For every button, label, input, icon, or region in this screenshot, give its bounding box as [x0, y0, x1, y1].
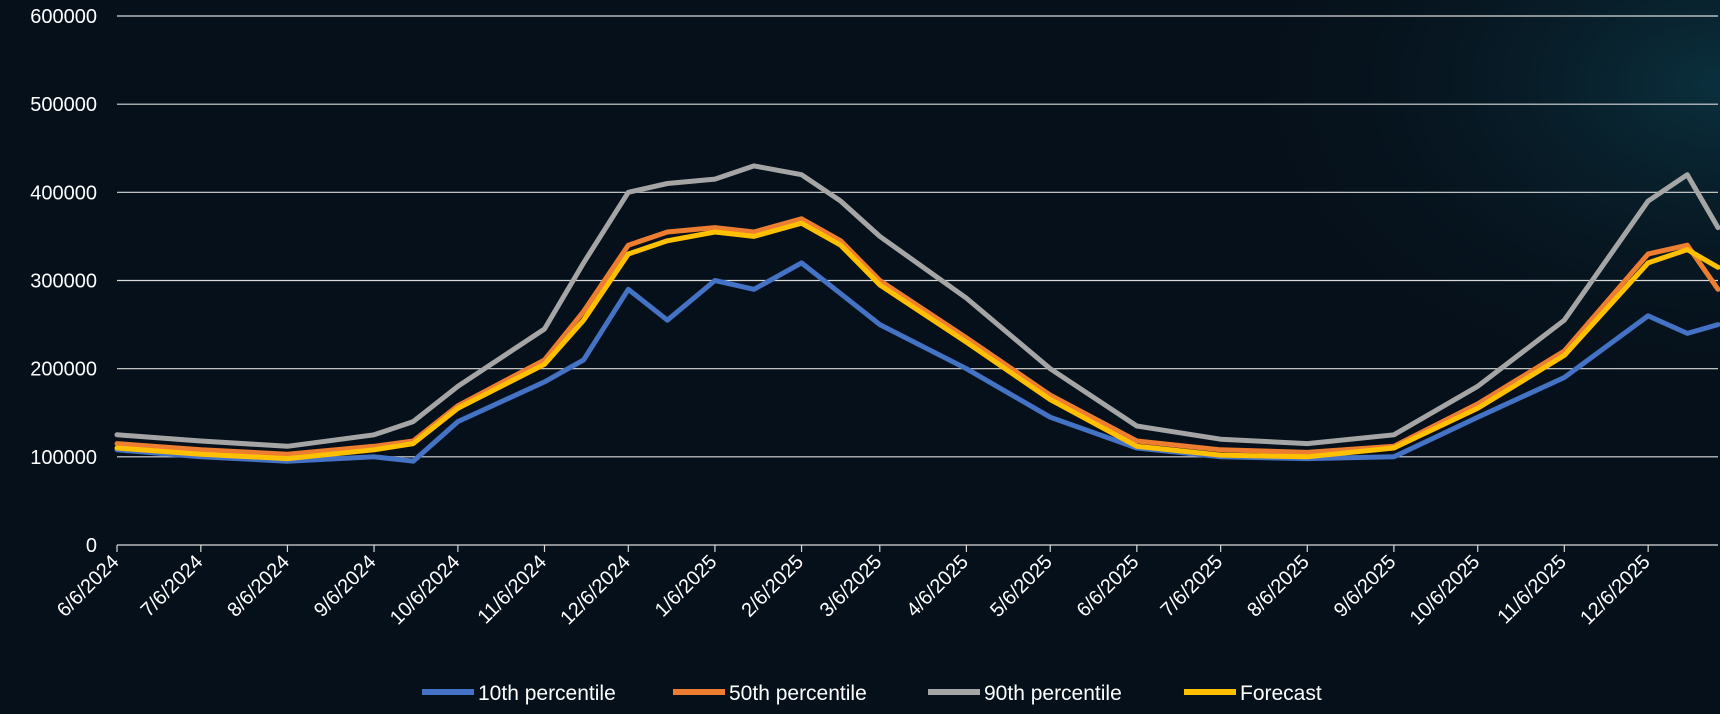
series-line-forecast — [114, 220, 1720, 462]
series-line-90th-percentile — [114, 163, 1720, 449]
y-tick-label: 100000 — [30, 447, 97, 469]
y-tick-label: 500000 — [30, 94, 97, 116]
series-lines — [114, 163, 1720, 464]
legend-label: 90th percentile — [984, 682, 1122, 705]
legend-label: Forecast — [1240, 682, 1322, 705]
legend-label: 50th percentile — [729, 682, 867, 705]
y-tick-label: 200000 — [30, 359, 97, 381]
y-tick-label: 0 — [86, 535, 97, 557]
gridlines: 0 100000 200000 300000 400000 500000 600000 — [30, 6, 1718, 557]
y-tick-label: 600000 — [30, 6, 97, 28]
y-tick-label: 400000 — [30, 182, 97, 204]
series-line-10th-percentile — [114, 260, 1720, 464]
legend: 10th percentile 50th percentile 90th perce… — [422, 682, 1322, 705]
y-tick-label: 300000 — [30, 271, 97, 293]
legend-label: 10th percentile — [478, 682, 616, 705]
